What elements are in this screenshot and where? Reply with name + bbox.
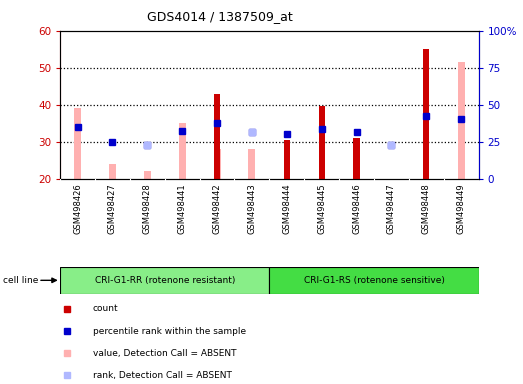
Bar: [60, 267, 269, 294]
Text: GSM498446: GSM498446: [352, 183, 361, 234]
Text: rank, Detection Call = ABSENT: rank, Detection Call = ABSENT: [93, 371, 232, 380]
Text: GSM498426: GSM498426: [73, 183, 82, 234]
Text: CRI-G1-RS (rotenone sensitive): CRI-G1-RS (rotenone sensitive): [303, 276, 445, 285]
Bar: [354, 138, 360, 179]
Bar: [458, 62, 464, 179]
Text: GDS4014 / 1387509_at: GDS4014 / 1387509_at: [147, 10, 292, 23]
Text: CRI-G1-RR (rotenone resistant): CRI-G1-RR (rotenone resistant): [95, 276, 235, 285]
Text: count: count: [93, 305, 118, 313]
Text: GSM498443: GSM498443: [247, 183, 256, 234]
Text: GSM498449: GSM498449: [457, 183, 465, 233]
Bar: [269, 267, 479, 294]
Bar: [319, 106, 325, 179]
Text: GSM498447: GSM498447: [387, 183, 396, 234]
Text: GSM498428: GSM498428: [143, 183, 152, 234]
Text: GSM498427: GSM498427: [108, 183, 117, 234]
Text: percentile rank within the sample: percentile rank within the sample: [93, 326, 246, 336]
Text: cell line: cell line: [3, 276, 38, 285]
Bar: [213, 149, 221, 179]
Bar: [248, 149, 255, 179]
Bar: [144, 171, 151, 179]
Bar: [109, 164, 116, 179]
Bar: [74, 108, 81, 179]
Text: value, Detection Call = ABSENT: value, Detection Call = ABSENT: [93, 349, 236, 358]
Text: GSM498442: GSM498442: [212, 183, 222, 233]
Bar: [423, 49, 429, 179]
Bar: [283, 140, 290, 179]
Text: GSM498448: GSM498448: [422, 183, 431, 234]
Bar: [214, 94, 220, 179]
Text: GSM498444: GSM498444: [282, 183, 291, 233]
Text: GSM498441: GSM498441: [178, 183, 187, 233]
Bar: [179, 123, 186, 179]
Text: GSM498445: GSM498445: [317, 183, 326, 233]
